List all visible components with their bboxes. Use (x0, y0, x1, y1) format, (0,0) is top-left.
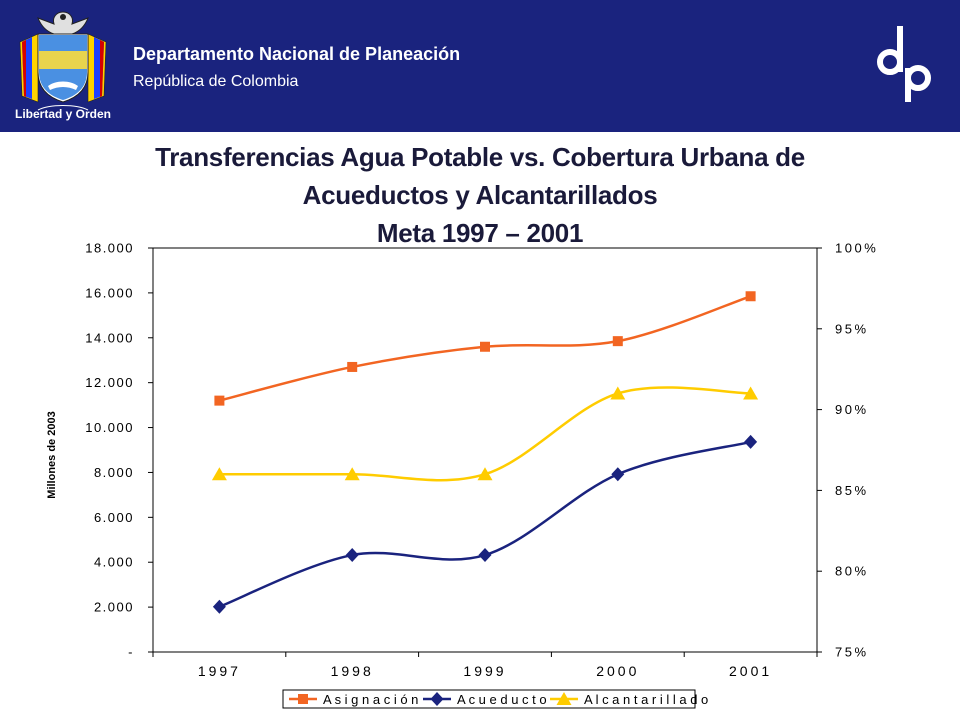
data-point (744, 434, 758, 449)
series-alcantarillado (211, 386, 759, 482)
data-point (480, 341, 490, 352)
shield-icon (37, 33, 89, 103)
data-point (211, 467, 227, 481)
left-tick-label: - (128, 645, 134, 660)
data-point (745, 291, 756, 302)
series-line (219, 386, 751, 482)
data-point (611, 467, 625, 482)
data-point (612, 336, 623, 347)
left-tick-label: 8.000 (94, 465, 134, 480)
series-asignacion (214, 291, 756, 406)
legend-swatch-marker (298, 694, 308, 704)
x-tick-label: 1998 (331, 663, 374, 679)
condor-icon (37, 11, 89, 35)
legend-label: A c u e d u c t o (457, 692, 547, 707)
data-point (610, 386, 626, 400)
series-line (218, 440, 751, 608)
data-point (344, 467, 360, 481)
coat-of-arms-icon: Libertad y Orden (15, 11, 111, 121)
left-tick-label: 16.000 (85, 285, 134, 300)
data-point (212, 599, 226, 614)
right-tick-label: 80% (835, 564, 869, 579)
legend-swatch-marker (556, 692, 572, 705)
left-tick-label: 14.000 (85, 330, 134, 345)
data-point (347, 361, 358, 372)
legend-swatch-marker (430, 692, 444, 706)
legend-label: A l c a n t a r i l l a d o (584, 692, 708, 707)
right-tick-label: 95% (835, 321, 869, 336)
chart-title-line-1: Transferencias Agua Potable vs. Cobertur… (155, 142, 805, 172)
series-line (219, 295, 752, 402)
data-point (214, 395, 225, 406)
legend-label: A s i g n a c i ó n (323, 692, 418, 707)
organization-subtitle: República de Colombia (133, 73, 299, 90)
header-banner: Libertad y Orden Departamento Nacional d… (0, 0, 960, 132)
x-tick-label: 1997 (198, 663, 241, 679)
data-point (478, 548, 492, 563)
left-tick-label: 2.000 (94, 600, 134, 615)
legend: A s i g n a c i ó n A c u e d u c t o A l … (282, 689, 708, 709)
emblem-caption: Libertad y Orden (15, 107, 111, 121)
plot-frame (152, 247, 818, 653)
chart-title-line-2: Acueductos y Alcantarillados (302, 180, 658, 210)
dnp-logo-icon: dnp (877, 26, 931, 102)
x-tick-label: 2001 (729, 663, 772, 679)
data-point (477, 467, 493, 481)
left-tick-label: 10.000 (85, 420, 134, 435)
organization-name: Departamento Nacional de Planeación (133, 44, 461, 64)
series-area (211, 291, 759, 614)
flags-icon (19, 33, 107, 103)
chart-title-line-3: Meta 1997 – 2001 (376, 218, 584, 248)
left-tick-label: 6.000 (94, 510, 134, 525)
y-axis-label: Millones de 2003 (46, 411, 58, 498)
right-tick-label: 75% (835, 645, 869, 660)
left-tick-label: 12.000 (85, 375, 134, 390)
left-tick-label: 4.000 (94, 555, 134, 570)
data-point (743, 386, 759, 400)
chart-title: Transferencias Agua Potable vs. Cobertur… (60, 138, 900, 252)
axes: - 2.000 4.000 6.000 8.000 10.000 12.000 14.000 1… (46, 241, 876, 680)
right-tick-label: 85% (835, 483, 869, 498)
series-acueducto (212, 434, 758, 614)
legend-box (282, 689, 696, 709)
right-tick-label: 90% (835, 402, 869, 417)
x-tick-label: 1999 (463, 663, 506, 679)
x-tick-label: 2000 (596, 663, 639, 679)
data-point (345, 548, 359, 563)
